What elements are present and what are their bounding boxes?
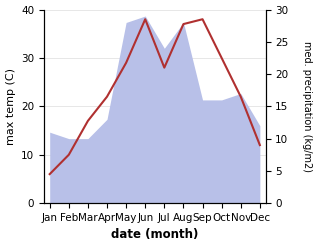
Y-axis label: max temp (C): max temp (C) [5, 68, 16, 145]
X-axis label: date (month): date (month) [111, 228, 198, 242]
Y-axis label: med. precipitation (kg/m2): med. precipitation (kg/m2) [302, 41, 313, 172]
